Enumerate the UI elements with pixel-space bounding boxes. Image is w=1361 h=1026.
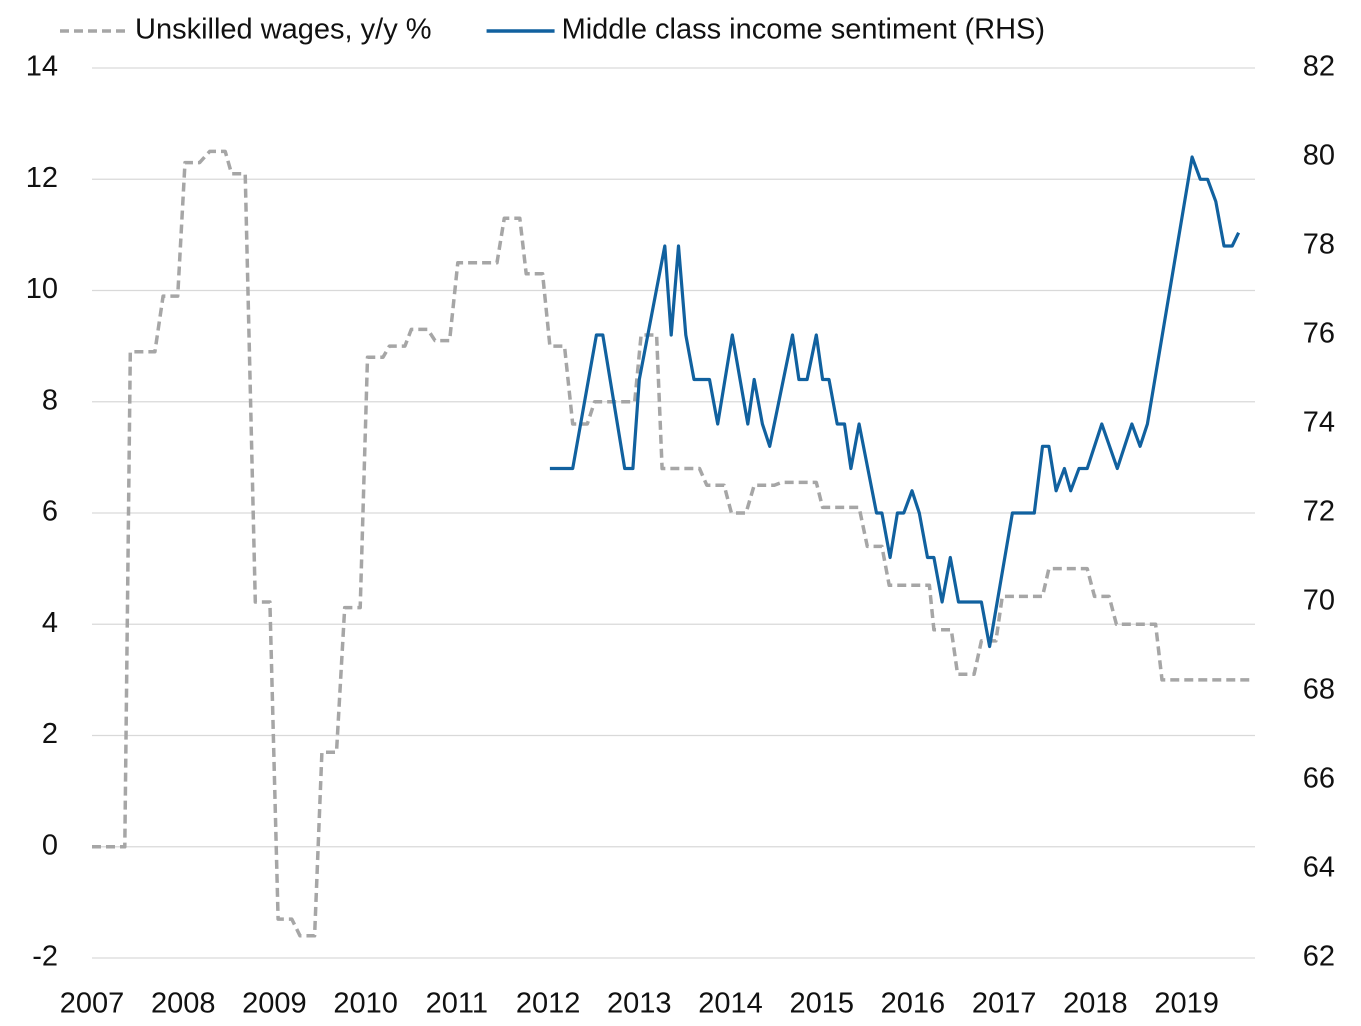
x-tick-label: 2014: [698, 988, 763, 1020]
y2-tick-label: 76: [1303, 318, 1335, 350]
x-tick-label: 2010: [333, 988, 398, 1020]
legend-label: Unskilled wages, y/y %: [135, 14, 432, 46]
y2-tick-label: 78: [1303, 229, 1335, 261]
y-tick-label: 10: [26, 273, 58, 305]
y2-tick-label: 70: [1303, 585, 1335, 617]
x-tick-label: 2007: [60, 988, 125, 1020]
y2-tick-label: 72: [1303, 496, 1335, 528]
x-tick-label: 2011: [426, 988, 488, 1020]
x-tick-label: 2019: [1154, 988, 1219, 1020]
y2-tick-label: 64: [1303, 852, 1335, 884]
x-tick-label: 2015: [789, 988, 854, 1020]
y2-tick-label: 68: [1303, 674, 1335, 706]
y-tick-label: 8: [42, 384, 58, 416]
y-tick-label: 4: [42, 607, 58, 639]
y-tick-label: 2: [42, 718, 58, 750]
x-tick-label: 2017: [972, 988, 1037, 1020]
y2-tick-label: 82: [1303, 51, 1335, 83]
y-tick-label: 6: [42, 496, 58, 528]
series-line: [92, 149, 1255, 938]
x-tick-label: 2008: [151, 988, 216, 1020]
y-tick-label: 14: [26, 51, 58, 83]
y-tick-label: 12: [26, 162, 58, 194]
legend-label: Middle class income sentiment (RHS): [562, 14, 1045, 46]
y-tick-label: 0: [42, 829, 58, 861]
y2-tick-label: 62: [1303, 941, 1335, 973]
y-tick-label: -2: [32, 941, 58, 973]
y2-tick-label: 66: [1303, 763, 1335, 795]
series-line: [549, 155, 1241, 649]
x-tick-label: 2016: [881, 988, 946, 1020]
y2-tick-label: 80: [1303, 140, 1335, 172]
x-tick-label: 2012: [516, 988, 581, 1020]
x-tick-label: 2009: [242, 988, 307, 1020]
x-tick-label: 2018: [1063, 988, 1128, 1020]
y2-tick-label: 74: [1303, 407, 1335, 439]
x-tick-label: 2013: [607, 988, 672, 1020]
